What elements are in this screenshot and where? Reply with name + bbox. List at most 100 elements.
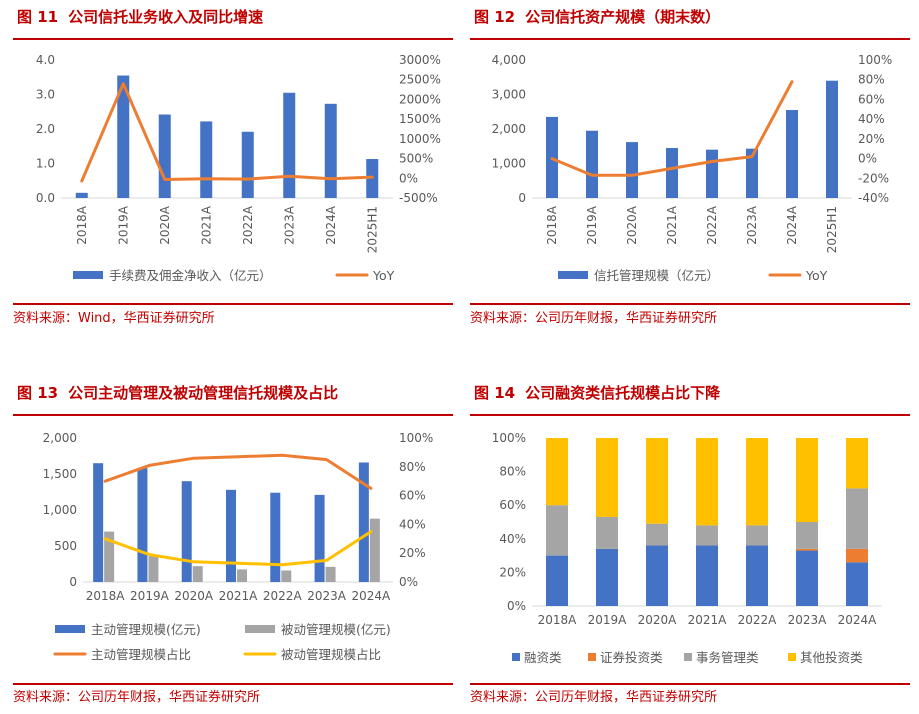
seg-financing (646, 545, 668, 606)
figure-title-text: 公司信托业务收入及同比增速 (68, 8, 264, 26)
figure-number: 图 14 (474, 384, 516, 402)
bar-trust-aum (666, 147, 678, 198)
y2-tick-label: 0% (858, 152, 877, 166)
bar-active (270, 492, 281, 582)
y-tick-label: 1,000 (492, 157, 526, 171)
bar-passive (369, 518, 380, 582)
bar-revenue (158, 114, 171, 198)
x-tick-label: 2019A (130, 589, 170, 603)
x-tick-label: 2023A (307, 589, 347, 603)
title-rule (470, 38, 910, 40)
y2-tick-label: 1500% (399, 112, 441, 126)
source-rule (13, 683, 453, 685)
y2-tick-label: 500% (399, 152, 433, 166)
y-tick-label: 4,000 (492, 53, 526, 67)
x-tick-label: 2022A (263, 589, 303, 603)
y2-tick-label: -20% (858, 171, 889, 185)
source-note: 资料来源：公司历年财报，华西证券研究所 (13, 690, 261, 705)
x-tick-label: 2021A (665, 205, 679, 245)
seg-other (646, 438, 668, 524)
x-tick-label: 2023A (282, 205, 296, 245)
x-tick-label: 2020A (625, 205, 639, 245)
line-active-share (103, 453, 373, 490)
seg-admin (596, 516, 618, 549)
y-tick-label: 60% (499, 498, 526, 512)
figure-title-text: 公司融资类信托规模占比下降 (525, 384, 721, 402)
line-yoy (80, 82, 374, 183)
legend-aum-label: 信托管理规模（亿元） (594, 268, 719, 283)
bar-passive (104, 531, 115, 582)
figure-title: 图 11 公司信托业务收入及同比增速 (13, 2, 453, 32)
y2-tick-label: 20% (399, 546, 426, 560)
figure-title: 图 12 公司信托资产规模（期末数） (470, 2, 910, 32)
figure-title-text: 公司主动管理及被动管理信托规模及占比 (68, 384, 339, 402)
legend-active-share-label: 主动管理规模占比 (91, 647, 191, 662)
x-tick-label: 2021A (199, 205, 213, 245)
bar-active (137, 468, 148, 582)
x-tick-label: 2022A (738, 613, 778, 627)
legend-active-swatch (55, 625, 85, 633)
seg-admin (646, 523, 668, 546)
bar-passive (325, 566, 336, 582)
y2-tick-label: -500% (399, 191, 438, 205)
legend-seg-financing-label: 融资类 (524, 650, 562, 665)
figure-number: 图 11 (17, 8, 59, 26)
seg-other (696, 438, 718, 526)
bar-passive (148, 556, 159, 582)
seg-admin (746, 525, 768, 546)
y-tick-label: 20% (499, 565, 526, 579)
x-tick-label: 2018A (538, 613, 578, 627)
x-tick-label: 2022A (241, 205, 255, 245)
source-note: 资料来源：公司历年财报，华西证券研究所 (470, 690, 718, 705)
line-yoy (550, 80, 794, 177)
bar-passive (192, 566, 203, 582)
seg-other (796, 438, 818, 522)
chart-fig11: 0.0 1.0 2.0 3.0 4.0 -500% 0% 500% 1000% 1500% 2000… (36, 53, 441, 283)
x-tick-label: 2020A (158, 205, 172, 245)
bar-revenue (241, 131, 254, 198)
title-rule (470, 414, 910, 416)
y-tick-label: 1,500 (43, 467, 77, 481)
bar-active (93, 463, 104, 582)
seg-securities (796, 548, 818, 551)
x-tick-label: 2025H1 (365, 206, 379, 253)
y2-tick-label: 80% (858, 73, 885, 87)
legend-passive-label: 被动管理规模(亿元) (281, 622, 391, 637)
y-tick-label: 0% (507, 599, 526, 613)
bar-passive (281, 570, 292, 582)
y2-tick-label: 40% (399, 517, 426, 531)
bar-active (314, 494, 325, 582)
bar-revenue (324, 103, 337, 198)
bar-trust-aum (786, 110, 798, 198)
legend-yoy-label: YoY (372, 268, 395, 283)
seg-admin (696, 525, 718, 546)
seg-admin (846, 488, 868, 549)
bar-trust-aum (626, 142, 638, 198)
x-tick-label: 2020A (638, 613, 678, 627)
legend-passive-swatch (245, 625, 275, 633)
x-tick-label: 2019A (116, 205, 130, 245)
chart-fig13: 0 500 1,000 1,500 2,000 0% 20% 40% 60% 80% 100% 201… (43, 431, 434, 662)
legend-seg-financing-swatch (512, 653, 520, 661)
seg-financing (546, 555, 568, 606)
y-tick-label: 500 (54, 539, 77, 553)
bar-active (358, 462, 369, 582)
y-tick-label: 40% (499, 532, 526, 546)
figure-title-text: 公司信托资产规模（期末数） (525, 8, 721, 26)
y2-tick-label: -40% (858, 191, 889, 205)
seg-other (546, 438, 568, 506)
bar-active (226, 489, 236, 582)
bar-trust-aum (706, 149, 718, 198)
legend-seg-admin-label: 事务管理类 (696, 650, 759, 665)
seg-financing (796, 550, 818, 606)
y-tick-label: 0.0 (36, 191, 55, 205)
y2-tick-label: 60% (399, 489, 426, 503)
legend-seg-admin-swatch (684, 653, 692, 661)
bar-revenue (200, 121, 213, 198)
y2-tick-label: 100% (858, 53, 892, 67)
figure-title: 图 14 公司融资类信托规模占比下降 (470, 378, 910, 408)
y-tick-label: 2,000 (43, 431, 77, 445)
y-tick-label: 80% (499, 465, 526, 479)
seg-admin (796, 522, 818, 549)
y-tick-label: 3.0 (36, 88, 55, 102)
